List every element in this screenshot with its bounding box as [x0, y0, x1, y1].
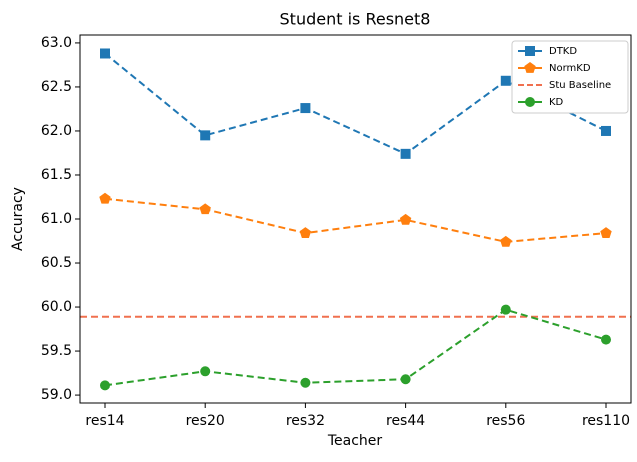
marker: [601, 125, 611, 136]
marker: [601, 334, 611, 345]
marker: [300, 103, 311, 114]
y-tick-label: 62.5: [41, 79, 72, 95]
legend-box: [511, 40, 629, 114]
y-tick-label: 62.0: [41, 123, 72, 139]
marker: [100, 48, 110, 59]
y-tick-label: 60.0: [41, 299, 72, 315]
y-tick-label: 59.0: [41, 387, 72, 403]
y-tick-label: 61.5: [41, 167, 72, 183]
legend-marker: [525, 97, 535, 107]
y-tick-label: 60.5: [41, 255, 72, 271]
marker: [500, 75, 511, 86]
x-tick-label: res20: [186, 413, 225, 429]
x-axis-label: Teacher: [327, 433, 383, 449]
legend-label: KD: [549, 97, 564, 108]
marker: [500, 304, 511, 315]
marker: [600, 227, 612, 238]
marker: [500, 235, 512, 247]
legend-label: DTKD: [549, 46, 577, 57]
series-line: [104, 197, 607, 243]
y-axis-label: Accuracy: [10, 187, 26, 251]
legend-marker: [525, 46, 535, 56]
plot-frame: [79, 34, 632, 404]
marker: [200, 130, 211, 141]
marker: [199, 203, 211, 215]
marker: [400, 148, 411, 159]
chart-title: Student is Resnet8: [280, 10, 431, 29]
marker: [200, 366, 211, 377]
x-tick-label: res110: [582, 413, 630, 429]
marker: [99, 192, 111, 204]
marker: [400, 374, 411, 385]
legend-label: Stu Baseline: [549, 80, 611, 91]
x-tick-label: res56: [486, 413, 525, 429]
series-line: [104, 308, 607, 387]
x-tick-label: res14: [85, 413, 124, 429]
marker: [300, 377, 311, 388]
y-tick-label: 63.0: [41, 35, 72, 51]
legend-label: NormKD: [549, 63, 591, 74]
marker: [299, 227, 312, 238]
legend-marker: [524, 62, 536, 73]
x-tick-label: res32: [286, 413, 325, 429]
marker: [100, 380, 110, 391]
x-tick-label: res44: [386, 413, 425, 429]
y-tick-label: 59.5: [41, 343, 72, 359]
marker: [399, 213, 412, 225]
y-tick-label: 61.0: [41, 211, 72, 227]
